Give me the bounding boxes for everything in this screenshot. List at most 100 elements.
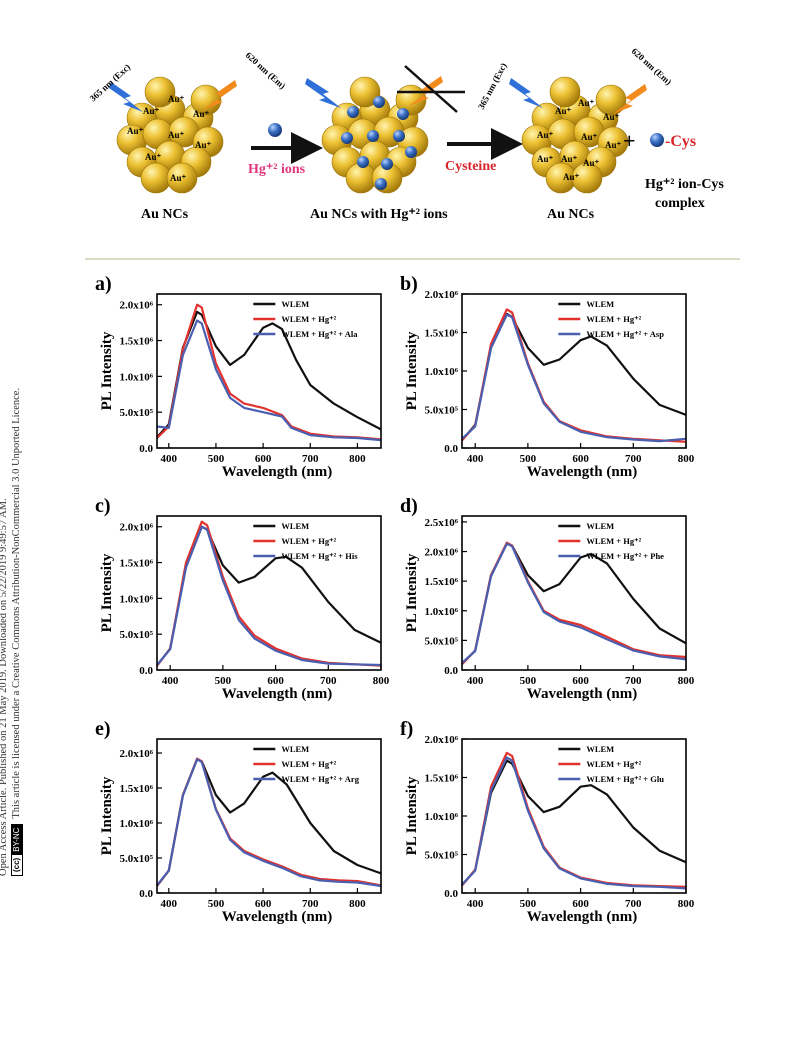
au-cluster-with-hg bbox=[321, 76, 429, 194]
pl-chart: c) 400 500 600 700 800 0.0 5.0x10⁵ 1.0x10⁶ 1.5x10… bbox=[95, 495, 390, 702]
svg-text:Au⁺: Au⁺ bbox=[583, 158, 600, 168]
y-tick-label: 1.0x10⁶ bbox=[119, 818, 153, 830]
y-tick-label: 5.0x10⁵ bbox=[424, 635, 458, 647]
panel-letter: e) bbox=[95, 718, 111, 740]
license-text: This article is licensed under a Creativ… bbox=[11, 387, 22, 819]
hg-ion bbox=[341, 132, 353, 144]
svg-text:Au⁺: Au⁺ bbox=[561, 154, 578, 164]
x-tick-label: 400 bbox=[467, 453, 484, 465]
pl-chart: f) 400 500 600 700 800 0.0 5.0x10⁵ 1.0x10⁶ 1.5x10… bbox=[400, 718, 695, 925]
y-tick-label: 5.0x10⁵ bbox=[119, 407, 153, 419]
excitation-bolt-1 bbox=[109, 82, 143, 112]
excitation-bolt-2 bbox=[305, 78, 341, 108]
x-tick-label: 700 bbox=[302, 898, 319, 910]
panel-letter: d) bbox=[400, 495, 418, 517]
cc-license-badge[interactable]: (cc) BY-NC bbox=[10, 823, 23, 876]
series-line bbox=[461, 756, 687, 890]
x-tick-label: 600 bbox=[572, 675, 589, 687]
x-tick-label: 500 bbox=[520, 675, 537, 687]
x-axis-title: Wavelength (nm) bbox=[222, 909, 332, 925]
cys-label: -Cys bbox=[665, 133, 696, 150]
y-tick-label: 0.0 bbox=[139, 443, 153, 455]
y-tick-label: 1.0x10⁶ bbox=[424, 366, 458, 378]
y-tick-label: 1.5x10⁶ bbox=[424, 576, 458, 588]
x-tick-label: 800 bbox=[678, 898, 695, 910]
hg-ions-label: Hg⁺² ions bbox=[248, 162, 306, 177]
legend-label: WLEM + Hg⁺² bbox=[281, 759, 336, 769]
au-ncs-with-hg-label: Au NCs with Hg⁺² ions bbox=[310, 207, 448, 222]
y-tick-label: 2.0x10⁶ bbox=[424, 734, 458, 746]
plus-sign: + bbox=[623, 128, 636, 153]
series-line bbox=[156, 758, 382, 888]
svg-text:Au⁺: Au⁺ bbox=[555, 106, 572, 116]
x-tick-label: 400 bbox=[161, 898, 178, 910]
y-tick-label: 1.0x10⁶ bbox=[119, 593, 153, 605]
y-axis-title: PL Intensity bbox=[99, 331, 115, 410]
x-axis-title: Wavelength (nm) bbox=[527, 686, 637, 702]
svg-text:Au⁺: Au⁺ bbox=[581, 132, 598, 142]
y-tick-label: 1.5x10⁶ bbox=[424, 328, 458, 340]
x-tick-label: 800 bbox=[678, 453, 695, 465]
x-tick-label: 700 bbox=[320, 675, 337, 687]
pl-chart: d) 400 500 600 700 800 0.0 5.0x10⁵ 1.0x10⁶ 1.5x10… bbox=[400, 495, 695, 702]
pl-chart: e) 400 500 600 700 800 0.0 5.0x10⁵ 1.0x10⁶ 1.5x10… bbox=[95, 718, 382, 925]
hg-ion-icon bbox=[268, 123, 282, 137]
x-tick-label: 400 bbox=[161, 453, 178, 465]
legend-label: WLEM + Hg⁺² + Glu bbox=[586, 774, 664, 784]
license-notice: Open Access Article. Published on 21 May… bbox=[0, 0, 33, 876]
pl-chart-panel: b) 400 500 600 700 800 0.0 5.0x10⁵ 1.0x10⁶ 1.5x10… bbox=[400, 270, 700, 490]
plot-frame bbox=[461, 293, 687, 449]
pl-chart-panel: f) 400 500 600 700 800 0.0 5.0x10⁵ 1.0x10⁶ 1.5x10… bbox=[400, 715, 700, 935]
legend-label: WLEM + Hg⁺² + Asp bbox=[586, 329, 664, 339]
x-axis-title: Wavelength (nm) bbox=[222, 464, 332, 480]
x-tick-label: 600 bbox=[267, 675, 284, 687]
au-ncs-label-3: Au NCs bbox=[547, 207, 595, 222]
legend-label: WLEM + Hg⁺² + Arg bbox=[281, 774, 359, 784]
svg-text:Au⁺: Au⁺ bbox=[603, 112, 620, 122]
x-tick-label: 800 bbox=[349, 898, 366, 910]
x-tick-label: 400 bbox=[467, 675, 484, 687]
y-tick-label: 2.5x10⁶ bbox=[424, 517, 458, 529]
panel-letter: c) bbox=[95, 495, 111, 517]
y-axis-title: PL Intensity bbox=[99, 776, 115, 855]
pl-chart-panel: d) 400 500 600 700 800 0.0 5.0x10⁵ 1.0x10⁶ 1.5x10… bbox=[400, 492, 700, 712]
y-tick-label: 0.0 bbox=[444, 443, 458, 455]
y-tick-label: 0.0 bbox=[139, 665, 153, 677]
legend-label: WLEM bbox=[586, 299, 614, 309]
au-atom bbox=[571, 162, 603, 194]
y-tick-label: 1.0x10⁶ bbox=[424, 811, 458, 823]
hg-ion bbox=[405, 146, 417, 158]
legend-label: WLEM + Hg⁺² bbox=[281, 314, 336, 324]
x-tick-label: 500 bbox=[520, 898, 537, 910]
x-tick-label: 600 bbox=[255, 453, 272, 465]
legend-label: WLEM bbox=[281, 744, 309, 754]
y-axis-title: PL Intensity bbox=[99, 553, 115, 632]
series-line bbox=[461, 751, 687, 888]
legend-label: WLEM + Hg⁺² bbox=[586, 536, 641, 546]
plot-frame bbox=[156, 293, 382, 449]
svg-text:Au⁺: Au⁺ bbox=[127, 126, 144, 136]
pl-chart-panel: c) 400 500 600 700 800 0.0 5.0x10⁵ 1.0x10⁶ 1.5x10… bbox=[95, 492, 395, 712]
x-tick-label: 800 bbox=[349, 453, 366, 465]
x-tick-label: 500 bbox=[208, 453, 225, 465]
y-tick-label: 5.0x10⁵ bbox=[119, 853, 153, 865]
y-tick-label: 2.0x10⁶ bbox=[119, 748, 153, 760]
au-atom bbox=[144, 76, 176, 108]
series-line bbox=[156, 319, 382, 442]
plot-frame bbox=[461, 515, 687, 671]
y-tick-label: 2.0x10⁶ bbox=[119, 522, 153, 534]
svg-text:Au⁺: Au⁺ bbox=[193, 109, 210, 119]
legend-label: WLEM bbox=[281, 299, 309, 309]
legend-label: WLEM + Hg⁺² bbox=[281, 536, 336, 546]
emission-label-3: 620 nm (Em) bbox=[630, 46, 674, 87]
legend-label: WLEM bbox=[586, 744, 614, 754]
legend-label: WLEM + Hg⁺² + Phe bbox=[586, 551, 664, 561]
x-tick-label: 500 bbox=[215, 675, 232, 687]
legend-label: WLEM bbox=[586, 521, 614, 531]
x-tick-label: 800 bbox=[373, 675, 390, 687]
x-axis-title: Wavelength (nm) bbox=[222, 686, 332, 702]
legend-label: WLEM + Hg⁺² bbox=[586, 314, 641, 324]
plot-frame bbox=[461, 738, 687, 894]
x-tick-label: 700 bbox=[302, 453, 319, 465]
